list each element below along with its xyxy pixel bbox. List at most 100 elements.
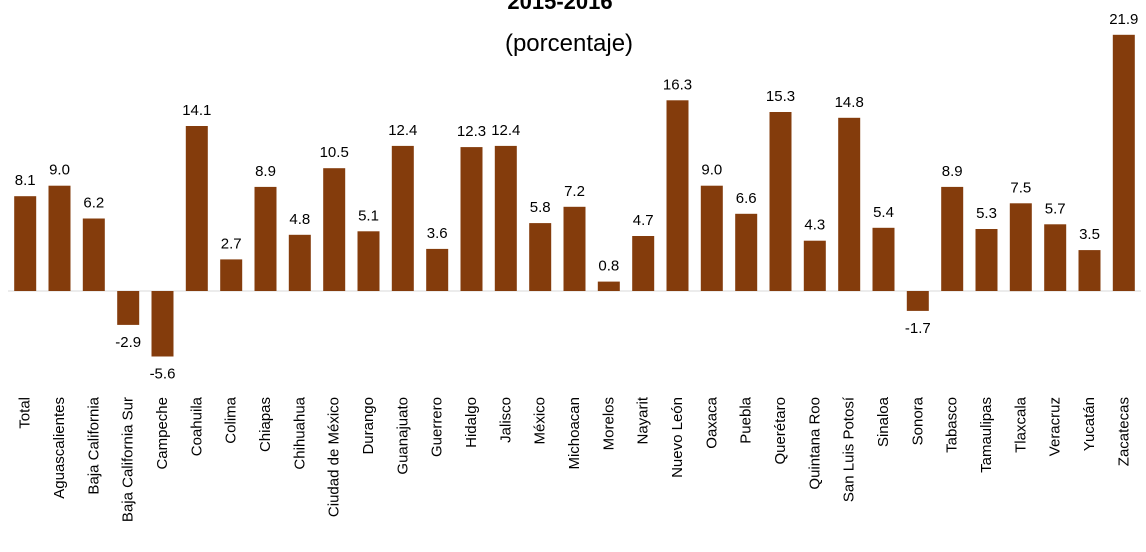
category-label: Puebla <box>738 396 755 443</box>
category-label: Baja California <box>85 396 102 494</box>
category-label: Jalisco <box>497 397 514 443</box>
bar <box>185 126 208 291</box>
value-label: 7.2 <box>564 183 585 200</box>
category-label: Chiapas <box>257 397 274 452</box>
bar <box>700 185 723 291</box>
value-label: 12.4 <box>491 122 520 139</box>
value-label: 7.5 <box>1010 179 1031 196</box>
bar <box>803 240 826 291</box>
value-label: 9.0 <box>49 162 70 179</box>
category-label: Guanajuato <box>394 397 411 475</box>
value-label: 5.1 <box>358 207 379 224</box>
category-label: Guerrero <box>429 397 446 457</box>
category-label: Querétaro <box>772 397 789 465</box>
category-label: Durango <box>360 397 377 455</box>
value-label: 6.2 <box>83 195 104 212</box>
bar <box>941 186 964 291</box>
value-label: 5.7 <box>1045 200 1066 217</box>
bar <box>391 145 414 291</box>
category-label: Tlaxcala <box>1012 396 1029 453</box>
category-labels-group: Total Aguascalientes Baja California Baja C… <box>17 396 1133 522</box>
category-label: México <box>532 397 549 445</box>
bar <box>838 117 861 291</box>
category-label: Quintana Roo <box>806 397 823 490</box>
category-label: Ciudad de México <box>326 397 343 517</box>
category-label: San Luis Potosí <box>841 396 858 502</box>
category-label: Yucatán <box>1081 397 1098 451</box>
value-label: 3.5 <box>1079 226 1100 243</box>
bar <box>1078 250 1101 291</box>
bar <box>666 100 689 291</box>
category-label: Veracruz <box>1047 397 1064 456</box>
category-label: Oaxaca <box>703 396 720 448</box>
bar <box>14 196 37 291</box>
value-label: 5.4 <box>873 204 894 221</box>
value-label: 9.0 <box>701 162 722 179</box>
bar <box>632 236 655 291</box>
category-label: Nayarit <box>635 396 652 444</box>
bar <box>975 229 998 291</box>
bar <box>1009 203 1032 292</box>
value-label: -5.6 <box>150 366 176 383</box>
category-label: Sonora <box>909 396 926 445</box>
value-label: 6.6 <box>736 190 757 207</box>
value-label: 5.3 <box>976 205 997 222</box>
category-label: Morelos <box>600 397 617 450</box>
value-label: 4.8 <box>289 211 310 228</box>
bar <box>220 259 243 291</box>
bar <box>151 291 174 357</box>
category-label: Zacatecas <box>1115 397 1132 466</box>
value-label: 14.1 <box>182 102 211 119</box>
bar <box>426 248 449 291</box>
category-label: Total <box>17 397 34 429</box>
category-label: Hidalgo <box>463 397 480 448</box>
value-label: 0.8 <box>598 258 619 275</box>
value-label: 12.3 <box>457 123 486 140</box>
bar <box>357 231 380 291</box>
bar <box>563 206 586 291</box>
value-label: 2.7 <box>221 235 242 252</box>
category-label: Aguascalientes <box>51 397 68 499</box>
category-label: Michoacan <box>566 397 583 470</box>
bar <box>1044 224 1067 291</box>
bar <box>117 291 140 325</box>
category-label: Colima <box>223 396 240 443</box>
value-label: 21.9 <box>1109 11 1138 28</box>
category-label: Tabasco <box>944 397 961 453</box>
value-label: 14.8 <box>835 94 864 111</box>
value-label: 15.3 <box>766 88 795 105</box>
bar <box>529 223 552 291</box>
bar <box>323 168 346 291</box>
bar <box>460 147 483 291</box>
value-label: 4.7 <box>633 212 654 229</box>
value-label: 5.8 <box>530 199 551 216</box>
value-label: 12.4 <box>388 122 417 139</box>
bar <box>906 291 929 311</box>
bar <box>872 227 895 291</box>
value-labels-group: 8.1 9.0 6.2 -2.9 -5.6 14.1 2.7 8.9 4.8 10.5 5.1 12.… <box>15 11 1139 383</box>
category-label: Campeche <box>154 397 171 470</box>
bar <box>82 218 105 291</box>
bar <box>288 234 311 291</box>
value-label: 16.3 <box>663 76 692 93</box>
bar <box>769 112 792 291</box>
value-label: 10.5 <box>320 144 349 161</box>
bar <box>735 213 758 291</box>
value-label: 3.6 <box>427 225 448 242</box>
chart-title: 2015-2016 <box>507 0 612 14</box>
bar <box>1112 34 1135 292</box>
category-label: Sinaloa <box>875 396 892 447</box>
bar <box>494 145 517 291</box>
chart-subtitle: (porcentaje) <box>505 30 633 57</box>
value-label: 8.1 <box>15 172 36 189</box>
value-label: 8.9 <box>255 163 276 180</box>
category-label: Chihuahua <box>291 396 308 469</box>
bar <box>254 186 277 291</box>
value-label: -2.9 <box>115 334 141 351</box>
value-label: -1.7 <box>905 320 931 337</box>
value-label: 4.3 <box>804 217 825 234</box>
bar <box>48 185 71 291</box>
category-label: Tamaulipas <box>978 397 995 473</box>
